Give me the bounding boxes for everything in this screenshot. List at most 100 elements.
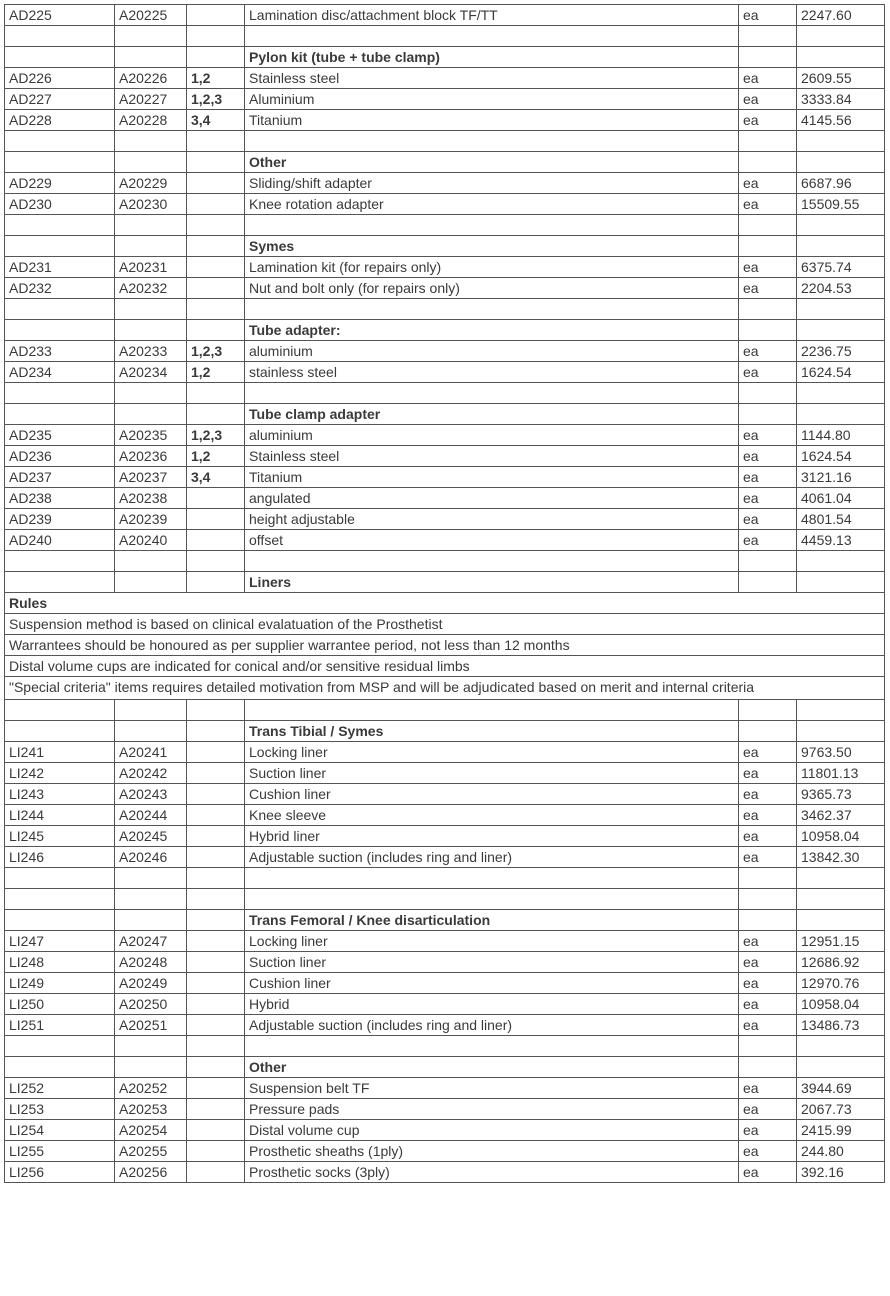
note-col	[187, 910, 245, 931]
price: 12970.76	[797, 973, 885, 994]
description: aluminium	[245, 425, 739, 446]
table-row	[5, 889, 885, 910]
unit: ea	[739, 362, 797, 383]
code-a	[5, 572, 115, 593]
code-b	[115, 551, 187, 572]
note-col	[187, 952, 245, 973]
code-a	[5, 47, 115, 68]
code-a: LI251	[5, 1015, 115, 1036]
note-col	[187, 805, 245, 826]
description: Adjustable suction (includes ring and li…	[245, 1015, 739, 1036]
description: Trans Femoral / Knee disarticulation	[245, 910, 739, 931]
code-b: A20249	[115, 973, 187, 994]
code-a	[5, 700, 115, 721]
unit	[739, 215, 797, 236]
table-row: LI243A20243Cushion linerea9365.73	[5, 784, 885, 805]
code-b: A20255	[115, 1141, 187, 1162]
description: Aluminium	[245, 89, 739, 110]
code-a: AD231	[5, 257, 115, 278]
code-a: LI244	[5, 805, 115, 826]
note-col	[187, 572, 245, 593]
price: 2236.75	[797, 341, 885, 362]
price-table: AD225A20225Lamination disc/attachment bl…	[4, 4, 885, 1183]
description: Other	[245, 1057, 739, 1078]
code-b: A20252	[115, 1078, 187, 1099]
table-row: LI252A20252Suspension belt TFea3944.69	[5, 1078, 885, 1099]
unit: ea	[739, 278, 797, 299]
code-b	[115, 236, 187, 257]
code-a: AD240	[5, 530, 115, 551]
description: Symes	[245, 236, 739, 257]
code-b: A20256	[115, 1162, 187, 1183]
note-col	[187, 236, 245, 257]
unit: ea	[739, 763, 797, 784]
table-row: AD232A20232Nut and bolt only (for repair…	[5, 278, 885, 299]
price: 1624.54	[797, 446, 885, 467]
table-row: LI255A20255Prosthetic sheaths (1ply)ea24…	[5, 1141, 885, 1162]
description: offset	[245, 530, 739, 551]
note-col	[187, 299, 245, 320]
note-col	[187, 551, 245, 572]
description	[245, 299, 739, 320]
description: Tube adapter:	[245, 320, 739, 341]
table-row: LI244A20244Knee sleeveea3462.37	[5, 805, 885, 826]
unit: ea	[739, 847, 797, 868]
price	[797, 1036, 885, 1057]
unit: ea	[739, 194, 797, 215]
code-a	[5, 131, 115, 152]
unit: ea	[739, 952, 797, 973]
code-b	[115, 215, 187, 236]
table-row: AD237A202373,4Titaniumea3121.16	[5, 467, 885, 488]
note-col	[187, 530, 245, 551]
table-row: Suspension method is based on clinical e…	[5, 614, 885, 635]
code-a: LI254	[5, 1120, 115, 1141]
code-a: AD239	[5, 509, 115, 530]
code-b: A20246	[115, 847, 187, 868]
unit	[739, 551, 797, 572]
description: Knee sleeve	[245, 805, 739, 826]
code-b: A20227	[115, 89, 187, 110]
description: Sliding/shift adapter	[245, 173, 739, 194]
code-b: A20238	[115, 488, 187, 509]
code-a	[5, 236, 115, 257]
description: stainless steel	[245, 362, 739, 383]
table-row: AD234A202341,2stainless steelea1624.54	[5, 362, 885, 383]
unit: ea	[739, 110, 797, 131]
unit	[739, 152, 797, 173]
description: aluminium	[245, 341, 739, 362]
code-b	[115, 26, 187, 47]
code-a: LI249	[5, 973, 115, 994]
table-row: LI242A20242Suction linerea11801.13	[5, 763, 885, 784]
price	[797, 889, 885, 910]
code-a	[5, 1036, 115, 1057]
note-col	[187, 826, 245, 847]
code-a: LI241	[5, 742, 115, 763]
table-row: Rules	[5, 593, 885, 614]
unit: ea	[739, 509, 797, 530]
note-col: 1,2	[187, 68, 245, 89]
note-col	[187, 257, 245, 278]
table-row: LI248A20248Suction linerea12686.92	[5, 952, 885, 973]
code-a	[5, 721, 115, 742]
price: 10958.04	[797, 994, 885, 1015]
price: 10958.04	[797, 826, 885, 847]
note-col	[187, 194, 245, 215]
code-b: A20244	[115, 805, 187, 826]
unit: ea	[739, 1141, 797, 1162]
code-a: AD236	[5, 446, 115, 467]
note-col	[187, 1057, 245, 1078]
price: 13486.73	[797, 1015, 885, 1036]
note-col	[187, 131, 245, 152]
note-col	[187, 1078, 245, 1099]
full-width-cell: Warrantees should be honoured as per sup…	[5, 635, 885, 656]
code-a	[5, 404, 115, 425]
note-col: 3,4	[187, 467, 245, 488]
price	[797, 236, 885, 257]
price: 9365.73	[797, 784, 885, 805]
unit	[739, 1057, 797, 1078]
table-row: LI249A20249Cushion linerea12970.76	[5, 973, 885, 994]
code-a	[5, 299, 115, 320]
code-b: A20253	[115, 1099, 187, 1120]
note-col	[187, 931, 245, 952]
price: 244.80	[797, 1141, 885, 1162]
